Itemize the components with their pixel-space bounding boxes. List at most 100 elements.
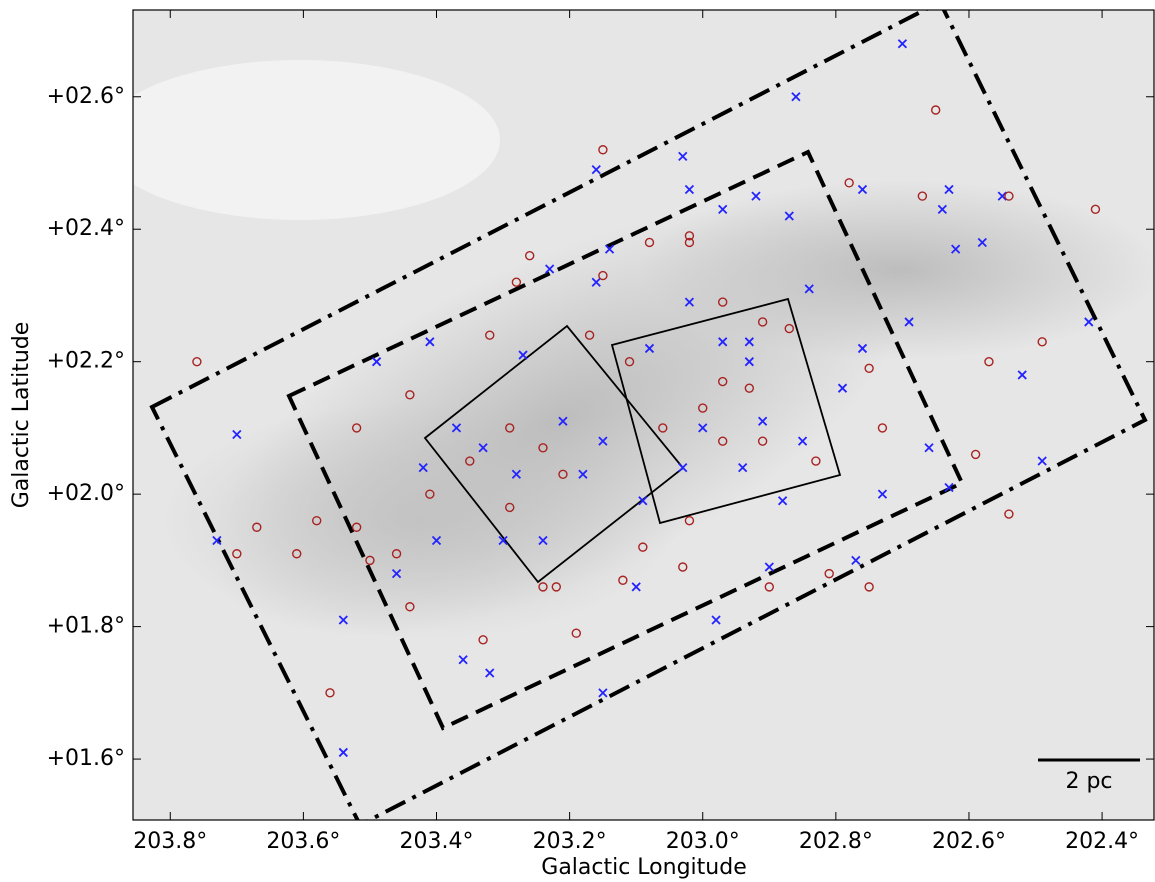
cross-marker xyxy=(937,204,947,214)
circle-marker xyxy=(844,178,854,188)
cross-marker xyxy=(604,244,615,254)
circle-marker xyxy=(252,522,262,532)
cross-marker xyxy=(338,615,348,625)
circle-marker xyxy=(638,542,648,552)
cross-marker xyxy=(598,436,608,446)
circle-marker xyxy=(571,628,581,638)
cross-marker xyxy=(391,568,402,579)
circle-marker xyxy=(405,602,415,612)
x-tick-label: 202.6° xyxy=(932,829,1006,854)
cross-marker xyxy=(591,164,601,175)
markers xyxy=(192,39,1101,758)
cross-marker xyxy=(751,191,761,201)
circle-marker xyxy=(984,356,994,367)
cross-marker xyxy=(631,582,641,592)
cross-marker xyxy=(451,423,462,433)
x-tick-label: 203.6° xyxy=(266,829,340,854)
cross-marker xyxy=(944,184,954,195)
outer-region xyxy=(149,10,1148,820)
cross-marker xyxy=(851,555,861,566)
circle-marker xyxy=(312,515,322,526)
cross-marker xyxy=(738,463,748,473)
cross-marker xyxy=(944,482,954,493)
circle-marker xyxy=(232,549,242,559)
cross-marker xyxy=(904,317,914,327)
cross-marker xyxy=(498,535,508,546)
circle-marker xyxy=(584,330,595,340)
cross-marker xyxy=(458,655,468,665)
cross-marker xyxy=(518,350,528,360)
cross-marker xyxy=(678,463,688,473)
cross-marker xyxy=(644,343,655,354)
cross-marker xyxy=(977,237,987,248)
cross-marker xyxy=(1037,456,1047,466)
cross-marker xyxy=(698,423,708,433)
y-tick-label: +02.0° xyxy=(47,481,125,506)
scale-bar-label: 2 pc xyxy=(1065,769,1112,794)
cross-marker xyxy=(758,416,768,426)
circle-marker xyxy=(351,522,362,532)
cross-marker xyxy=(897,39,908,49)
circle-marker xyxy=(598,145,608,155)
cross-marker xyxy=(1084,317,1094,327)
cross-marker xyxy=(951,244,961,254)
circle-marker xyxy=(658,423,668,433)
circle-marker xyxy=(877,423,888,433)
y-tick-label: +02.4° xyxy=(47,216,125,241)
x-tick-label: 202.8° xyxy=(799,829,873,854)
circle-marker xyxy=(684,231,695,241)
circle-marker xyxy=(538,582,548,592)
cross-marker xyxy=(212,535,222,546)
circle-marker xyxy=(684,515,695,526)
circle-marker xyxy=(485,330,495,340)
circle-marker xyxy=(644,237,655,248)
cross-marker xyxy=(371,357,382,367)
circle-marker xyxy=(718,297,728,307)
cross-marker xyxy=(338,747,348,758)
circle-marker xyxy=(784,323,794,334)
circle-marker xyxy=(558,469,568,479)
cross-marker xyxy=(804,284,814,294)
y-tick-label: +01.8° xyxy=(47,614,125,639)
middle-region xyxy=(286,149,965,731)
cross-marker xyxy=(924,443,934,453)
cross-marker xyxy=(558,416,568,426)
cross-marker xyxy=(578,469,588,479)
cross-marker xyxy=(857,184,868,195)
circle-marker xyxy=(930,105,941,115)
circle-marker xyxy=(505,423,515,433)
circle-marker xyxy=(678,562,688,572)
field-box xyxy=(610,297,842,525)
cross-marker xyxy=(511,469,522,479)
circle-marker xyxy=(824,568,834,579)
circle-marker xyxy=(538,443,548,453)
circle-marker xyxy=(511,277,522,287)
cross-marker xyxy=(744,337,754,347)
cross-marker xyxy=(718,337,728,347)
circle-marker xyxy=(505,502,515,513)
cross-marker xyxy=(777,496,788,506)
cross-marker xyxy=(837,383,848,393)
circle-marker xyxy=(970,449,981,460)
circle-marker xyxy=(864,363,874,374)
cross-marker xyxy=(598,688,608,698)
y-tick-label: +01.6° xyxy=(47,746,125,771)
cross-marker xyxy=(678,151,688,162)
cross-marker xyxy=(711,615,721,625)
cross-marker xyxy=(684,297,695,307)
cross-marker xyxy=(591,277,601,287)
cross-marker xyxy=(797,436,808,446)
cross-marker xyxy=(764,562,774,572)
cross-marker xyxy=(684,184,695,195)
circle-marker xyxy=(598,270,608,281)
circle-marker xyxy=(757,317,768,327)
circle-marker xyxy=(864,582,874,592)
background-image xyxy=(133,10,1154,820)
cross-marker xyxy=(431,535,442,546)
cross-marker xyxy=(545,264,555,274)
circle-marker xyxy=(292,549,302,559)
y-axis-label: Galactic Latitude xyxy=(9,322,34,509)
x-tick-label: 203.2° xyxy=(533,829,607,854)
circle-marker xyxy=(1004,191,1014,201)
circle-marker xyxy=(718,436,728,446)
